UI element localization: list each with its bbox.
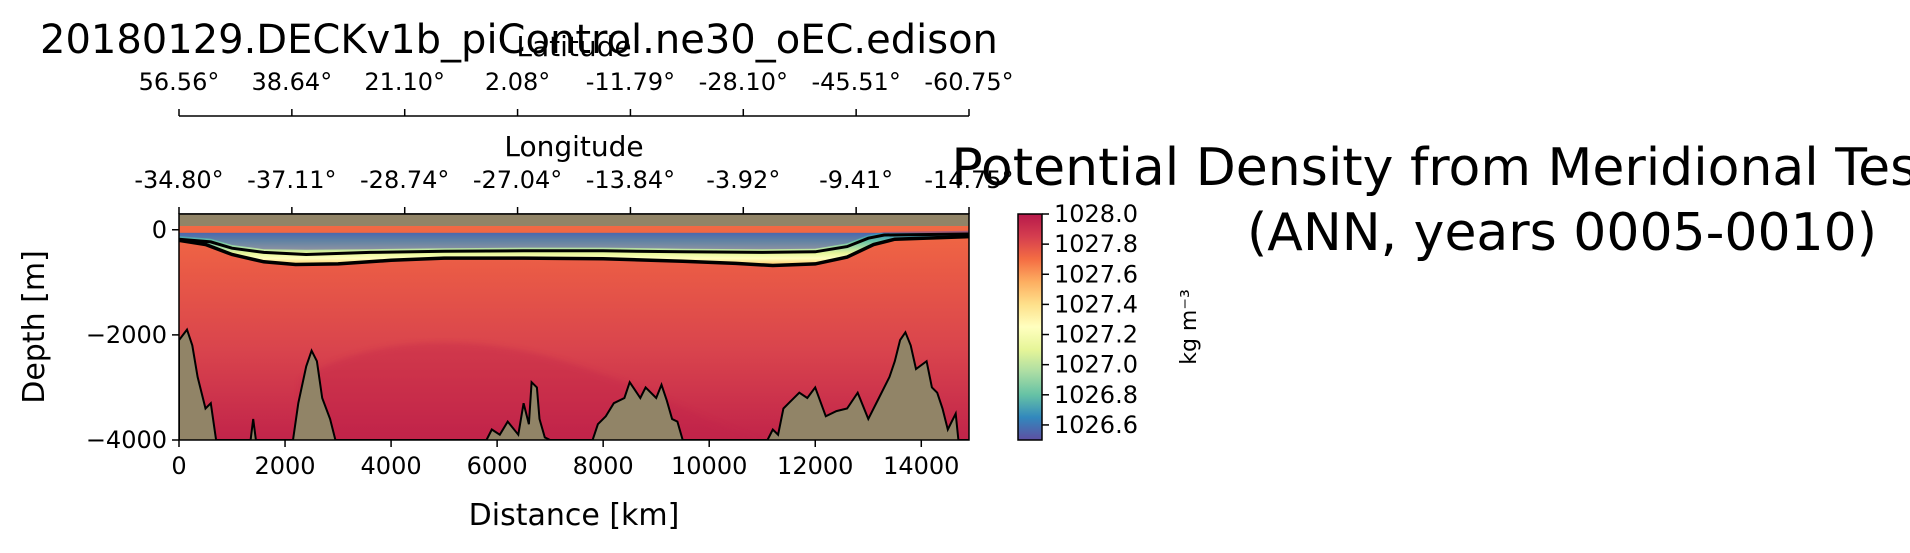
colorbar-tick-label: 1027.6 [1054,260,1138,288]
latitude-tick-label: -28.10° [699,68,788,96]
x-tick-label: 12000 [777,452,853,480]
x-axis-label: Distance [km] [469,498,680,533]
latitude-tick-label: 38.64° [251,68,332,96]
latitude-tick-label: -60.75° [924,68,1013,96]
colorbar-tick-label: 1026.8 [1054,381,1138,409]
latitude-axis-label: Latitude [516,30,631,63]
latitude-axis: Latitude 56.56° 38.64° 21.10° 2.08° -11.79° -… [139,30,1014,117]
colorbar-tick-label: 1026.6 [1054,411,1138,439]
longitude-tick-label: -3.92° [706,166,780,194]
latitude-tick-label: -11.79° [586,68,675,96]
x-tick-label: 8000 [573,452,634,480]
longitude-tick-label: -28.74° [360,166,449,194]
colorbar-tick-label: 1027.0 [1054,351,1138,379]
colorbar-gradient [1018,214,1042,440]
colorbar-label: kg m⁻³ [1177,289,1202,365]
x-tick-label: 0 [171,452,186,480]
x-tick-label: 10000 [671,452,747,480]
colorbar-tick-label: 1028.0 [1054,200,1138,228]
colorbar-tick-label: 1027.8 [1054,230,1138,258]
longitude-tick-label: -14.75° [924,166,1013,194]
longitude-axis: Longitude -34.80° -37.11° -28.74° -27.04° -1… [134,130,1014,215]
y-axis-label: Depth [m] [17,250,52,404]
land-strip-top [179,214,969,226]
surface-light-water [179,230,969,250]
density-contour-upper [179,232,969,257]
x-tick-label: 2000 [255,452,316,480]
longitude-tick-label: -34.80° [134,166,223,194]
latitude-tick-label: 21.10° [364,68,445,96]
figure-suptitle: 20180129.DECKv1b_piControl.ne30_oEC.edis… [40,17,998,63]
figure-title-line1: Potential Density from Meridional Test T… [951,138,1910,198]
longitude-tick-label: -27.04° [473,166,562,194]
x-tick-label: 6000 [467,452,528,480]
latitude-tick-label: 2.08° [485,68,550,96]
x-tick-label: 14000 [883,452,959,480]
longitude-axis-label: Longitude [504,130,643,163]
colorbar-frame [1017,213,1043,441]
figure-title-line2: (ANN, years 0005-0010) [1247,203,1877,263]
latitude-tick-label: -45.51° [811,68,900,96]
colorbar-tick-label: 1027.2 [1054,321,1138,349]
y-tick-label: 0 [152,216,167,244]
latitude-tick-label: 56.56° [139,68,220,96]
density-contour-lower [179,234,969,268]
y-axis: 0 −2000 −4000 [86,216,179,454]
longitude-tick-label: -37.11° [247,166,336,194]
x-axis: 0 2000 4000 6000 8000 10000 12000 14000 [171,440,959,480]
y-tick-label: −2000 [86,321,167,349]
colorbar: 1028.01027.81027.61027.41027.21027.01026… [1017,200,1202,441]
plot-frame [178,213,970,441]
y-tick-label: −4000 [86,426,167,454]
x-tick-label: 4000 [361,452,422,480]
plot-area [179,214,969,440]
bathymetry [179,327,969,440]
colorbar-tick-label: 1027.4 [1054,290,1138,318]
longitude-tick-label: -9.41° [819,166,893,194]
longitude-tick-label: -13.84° [586,166,675,194]
